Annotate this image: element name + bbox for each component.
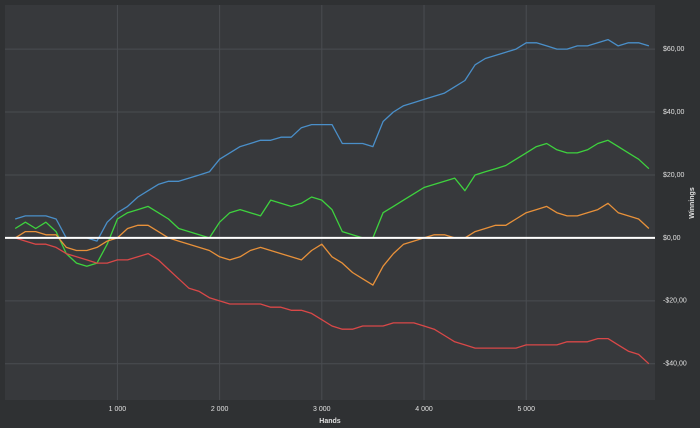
x-tick-label: 2 000: [211, 406, 229, 413]
series-line: [14, 139, 650, 267]
series-line: [15, 237, 650, 365]
series-line: [14, 202, 650, 286]
y-tick-label: -$40,00: [663, 361, 687, 368]
x-tick-label: 5 000: [517, 406, 535, 413]
series-line: [15, 38, 650, 242]
x-axis-title: Hands: [319, 418, 341, 425]
y-axis-title: Winnings: [689, 187, 696, 219]
plot-area: [5, 5, 655, 400]
x-tick-label: 4 000: [415, 406, 433, 413]
y-tick-label: $20,00: [663, 172, 685, 179]
x-tick-label: 3 000: [313, 406, 331, 413]
x-tick-label: 1 000: [109, 406, 127, 413]
y-tick-label: $60,00: [663, 46, 685, 53]
y-tick-label: $40,00: [663, 109, 685, 116]
y-tick-label: -$20,00: [663, 298, 687, 305]
y-tick-label: $0,00: [663, 235, 681, 242]
